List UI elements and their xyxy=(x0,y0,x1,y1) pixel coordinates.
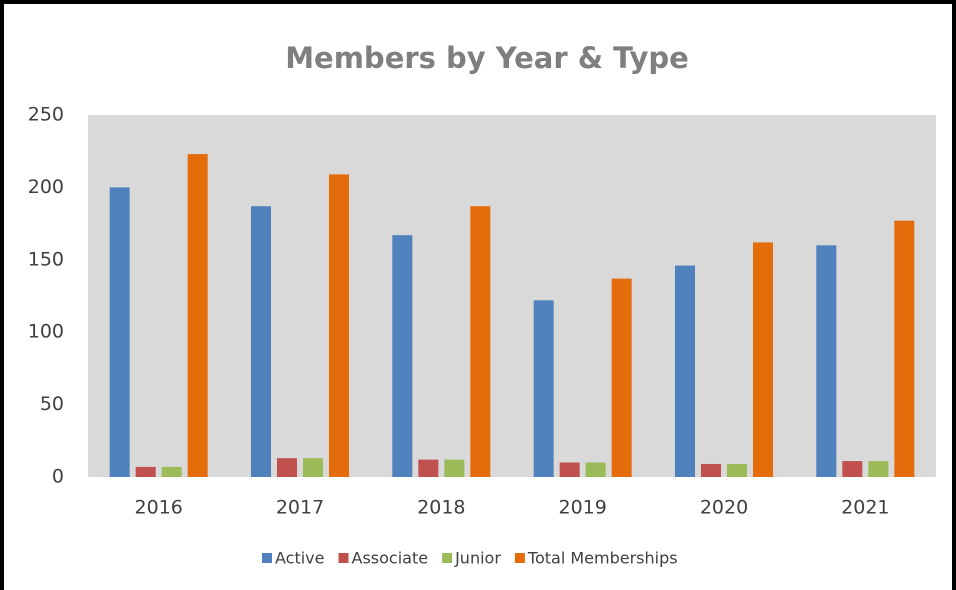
y-tick-label: 150 xyxy=(28,248,64,270)
bar xyxy=(135,466,156,477)
legend-swatch xyxy=(338,553,349,563)
legend-label: Active xyxy=(275,549,325,568)
bar xyxy=(611,278,632,477)
legend-label: Junior xyxy=(454,549,501,568)
bar xyxy=(842,461,863,477)
bar xyxy=(392,235,413,477)
legend-label: Total Memberships xyxy=(527,549,678,568)
y-tick-label: 100 xyxy=(28,321,64,343)
bar xyxy=(470,206,491,477)
bar xyxy=(303,458,323,477)
y-tick-label: 200 xyxy=(28,176,64,198)
bar xyxy=(187,154,208,477)
bar xyxy=(533,300,554,477)
x-tick-label: 2021 xyxy=(841,497,889,519)
chart-title: Members by Year & Type xyxy=(285,41,689,75)
bar xyxy=(675,265,695,477)
y-tick-label: 0 xyxy=(52,466,64,488)
bar xyxy=(444,459,465,477)
bar xyxy=(585,462,606,477)
bar xyxy=(727,463,747,477)
bar xyxy=(559,462,580,477)
bar xyxy=(868,461,889,477)
bar xyxy=(894,220,915,478)
bar xyxy=(816,245,837,477)
x-tick-label: 2020 xyxy=(700,497,748,519)
bar xyxy=(753,242,773,477)
legend-swatch xyxy=(514,553,525,563)
legend-label: Associate xyxy=(352,549,429,568)
bar xyxy=(251,206,271,477)
bar xyxy=(109,187,130,477)
legend-swatch xyxy=(442,553,453,563)
bar xyxy=(329,174,349,478)
y-tick-label: 50 xyxy=(40,393,64,415)
bar xyxy=(418,459,439,477)
y-tick-label: 250 xyxy=(28,104,64,126)
x-tick-label: 2017 xyxy=(276,497,324,519)
bar xyxy=(701,463,721,477)
bar xyxy=(277,458,297,477)
x-tick-label: 2018 xyxy=(417,497,465,519)
legend-swatch xyxy=(262,553,272,563)
x-tick-label: 2019 xyxy=(558,497,606,519)
plot-area xyxy=(88,115,936,477)
bar xyxy=(161,466,182,477)
x-tick-label: 2016 xyxy=(134,497,182,519)
